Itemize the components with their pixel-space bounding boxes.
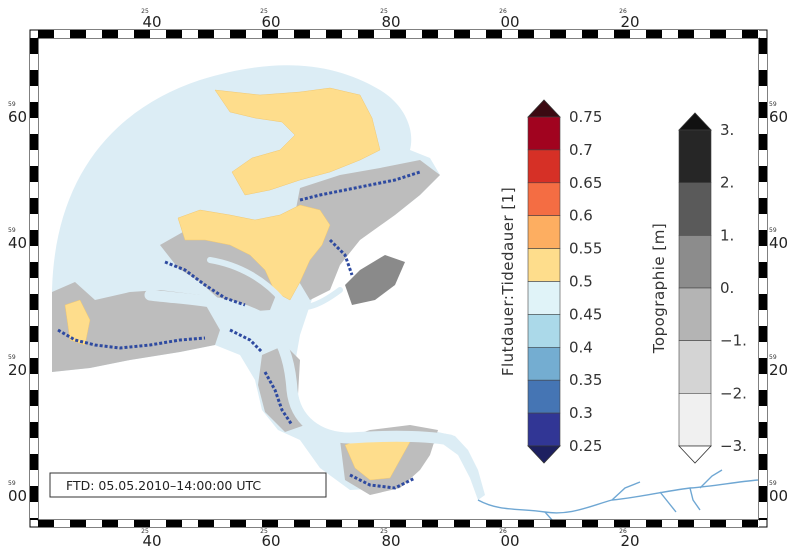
- ratio-colorbar-tick-label: 0.7: [569, 141, 593, 159]
- bottom-tick-label: 40: [142, 532, 161, 550]
- top-tick-label: 20: [620, 13, 639, 31]
- timestamp-label: FTD: 05.05.2010–14:00:00 UTC: [66, 478, 261, 493]
- topo-colorbar-bottom-arrow: [678, 445, 712, 464]
- top-tick-minor: 26: [499, 8, 507, 15]
- topo-colorbar-tick-label: 3.: [720, 121, 734, 139]
- top-tick-minor: 25: [141, 8, 149, 15]
- ratio-colorbar-swatch: [527, 116, 561, 151]
- low-ratio-edges: [57, 170, 421, 490]
- topo-colorbar-swatch: [678, 393, 712, 447]
- map-frame: [29, 29, 768, 528]
- ratio-colorbar-swatch: [527, 215, 561, 249]
- ratio-colorbar-swatch: [527, 149, 561, 184]
- top-tick-minor: 25: [260, 8, 268, 15]
- ratio-colorbar-tick-label: 0.65: [569, 174, 602, 192]
- topo-colorbar-swatch: [678, 340, 712, 394]
- left-tick-minor: 59: [8, 227, 16, 234]
- top-tick-label: 40: [142, 13, 161, 31]
- checkered-border: [30, 30, 767, 527]
- bottom-tick-label: 80: [381, 532, 400, 550]
- topo-colorbar-swatch: [678, 129, 712, 183]
- ratio-colorbar-tick-label: 0.35: [569, 371, 602, 389]
- ratio-colorbar-swatch: [527, 412, 561, 447]
- left-tick-label: 00: [8, 487, 27, 505]
- topo-colorbar-top-arrow: [678, 112, 712, 131]
- topography-colorbar: 3. 2. 1. 0. −1. −2. −3. Topographie [m]: [650, 112, 747, 464]
- right-tick-label: 00: [769, 487, 788, 505]
- topo-colorbar-title: Topographie [m]: [650, 223, 668, 354]
- sand-central-flat: [177, 204, 331, 301]
- right-tick-label: 20: [769, 361, 788, 379]
- ratio-colorbar-tick-label: 0.3: [569, 404, 593, 422]
- ratio-colorbar-tick-label: 0.75: [569, 108, 602, 126]
- left-tick-minor: 59: [8, 101, 16, 108]
- ratio-colorbar: 0.75 0.7 0.65 0.6 0.55 0.5 0.45 0.4 0.35 0.3 0.25 F…: [499, 99, 602, 464]
- ratio-colorbar-tick-label: 0.45: [569, 305, 602, 323]
- left-tick-minor: 59: [8, 354, 16, 361]
- topo-colorbar-tick-label: −3.: [720, 437, 747, 455]
- ratio-colorbar-bottom-arrow: [527, 445, 561, 464]
- ratio-colorbar-tick-label: 0.55: [569, 240, 602, 258]
- bottom-tick-minor: 26: [499, 528, 507, 535]
- bottom-tick-label: 60: [261, 532, 280, 550]
- ratio-colorbar-swatch: [527, 281, 561, 315]
- top-tick-minor: 26: [619, 8, 627, 15]
- side-channel: [207, 257, 343, 311]
- topo-colorbar-tick-label: −2.: [720, 384, 747, 402]
- ratio-colorbar-tick-label: 0.25: [569, 437, 602, 455]
- right-tick-minor: 59: [769, 354, 777, 361]
- bottom-tick-minor: 25: [380, 528, 388, 535]
- ratio-colorbar-swatch: [527, 346, 561, 381]
- left-tick-label: 40: [8, 234, 27, 252]
- right-tick-minor: 59: [769, 227, 777, 234]
- topo-colorbar-tick-label: 1.: [720, 226, 734, 244]
- bottom-tick-minor: 25: [260, 528, 268, 535]
- topo-colorbar-swatch: [678, 235, 712, 289]
- bottom-tick-label: 00: [500, 532, 519, 550]
- right-tick-label: 60: [769, 108, 788, 126]
- left-tick-label: 60: [8, 108, 27, 126]
- topo-colorbar-swatch: [678, 287, 712, 341]
- bottom-tick-label: 20: [620, 532, 639, 550]
- top-tick-label: 00: [500, 13, 519, 31]
- ratio-colorbar-tick-label: 0.4: [569, 338, 593, 356]
- main-channel: [144, 289, 456, 446]
- bottom-tick-minor: 25: [141, 528, 149, 535]
- topo-outer-east: [345, 255, 405, 305]
- topo-left-coast: [52, 282, 220, 372]
- river-network: [477, 469, 759, 520]
- ratio-colorbar-swatch: [527, 314, 561, 348]
- sand-west-strip: [64, 299, 91, 346]
- right-tick-minor: 59: [769, 480, 777, 487]
- ratio-colorbar-tick-label: 0.6: [569, 207, 593, 225]
- ratio-colorbar-tick-label: 0.5: [569, 273, 593, 291]
- right-tick-minor: 59: [769, 101, 777, 108]
- topo-colorbar-swatch: [678, 182, 712, 236]
- ratio-colorbar-swatch: [527, 182, 561, 217]
- right-tick-label: 40: [769, 234, 788, 252]
- topo-colorbar-tick-label: 2.: [720, 174, 734, 192]
- sand-north-flat: [214, 87, 381, 196]
- bottom-tick-minor: 26: [619, 528, 627, 535]
- top-tick-label: 80: [381, 13, 400, 31]
- topo-colorbar-tick-label: −1.: [720, 332, 747, 350]
- ratio-colorbar-swatch: [527, 248, 561, 282]
- ratio-colorbar-swatch: [527, 379, 561, 414]
- left-tick-minor: 59: [8, 480, 16, 487]
- map-area: [52, 65, 759, 520]
- topo-colorbar-tick-label: 0.: [720, 279, 734, 297]
- ratio-colorbar-title: Flutdauer:Tidedauer [1]: [499, 187, 517, 376]
- left-tick-label: 20: [8, 361, 27, 379]
- top-tick-label: 60: [261, 13, 280, 31]
- timestamp-box: FTD: 05.05.2010–14:00:00 UTC: [49, 472, 327, 498]
- top-tick-minor: 25: [380, 8, 388, 15]
- ratio-colorbar-top-arrow: [527, 99, 561, 118]
